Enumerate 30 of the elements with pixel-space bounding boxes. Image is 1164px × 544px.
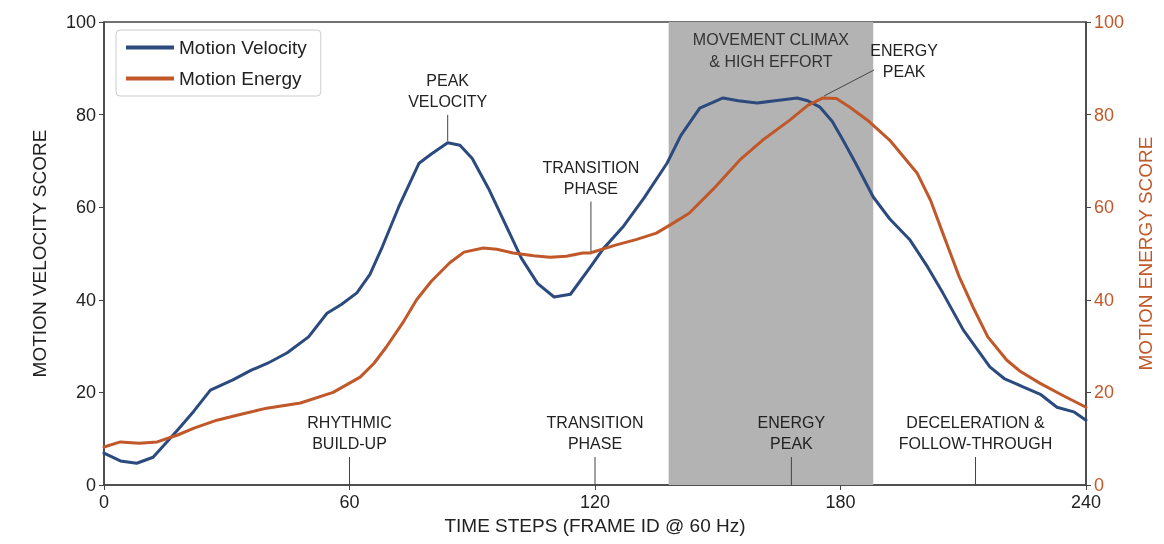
legend-label: Motion Energy — [179, 68, 303, 89]
y2-tick-label: 0 — [1094, 475, 1105, 495]
ref-line-label: ENERGY PEAK — [757, 414, 826, 452]
band-label: MOVEMENT CLIMAX & HIGH EFFORT — [692, 30, 850, 70]
y2-tick-label: 100 — [1094, 12, 1125, 32]
annotation: ENERGY PEAK — [870, 41, 939, 80]
annotation: TRANSITION PHASE — [542, 158, 640, 197]
y-tick-label: 60 — [75, 197, 96, 218]
y2-tick-label: 80 — [1094, 104, 1115, 125]
x-tick-label: 120 — [579, 492, 611, 512]
x-tick-label: 240 — [1070, 492, 1102, 512]
y2-tick-label: 40 — [1094, 289, 1115, 310]
legend-label: Motion Velocity — [179, 37, 308, 58]
y-tick-label: 80 — [75, 104, 96, 125]
y-tick-label: 20 — [75, 382, 96, 403]
y-tick-label: 40 — [75, 289, 96, 310]
ref-line-label: TRANSITION PHASE — [546, 414, 644, 452]
x-tick-label: 60 — [339, 492, 360, 512]
y2-tick-label: 20 — [1094, 382, 1115, 403]
x-axis-title: TIME STEPS (FRAME ID @ 60 Hz) — [444, 514, 746, 536]
ref-line-label: RHYTHMIC BUILD-UP — [307, 414, 392, 452]
y-tick-label: 0 — [85, 475, 96, 495]
ref-line-label: DECELERATION & FOLLOW-THROUGH — [898, 414, 1053, 452]
y-tick-label: 100 — [65, 12, 96, 32]
x-tick-label: 180 — [825, 492, 856, 512]
y2-axis-title: MOTION ENERGY SCORE — [1135, 136, 1156, 371]
annotation: PEAK VELOCITY — [408, 71, 488, 110]
y2-tick-label: 60 — [1094, 197, 1115, 218]
y-axis-title: MOTION VELOCITY SCORE — [29, 129, 50, 378]
x-tick-label: 0 — [98, 492, 110, 512]
